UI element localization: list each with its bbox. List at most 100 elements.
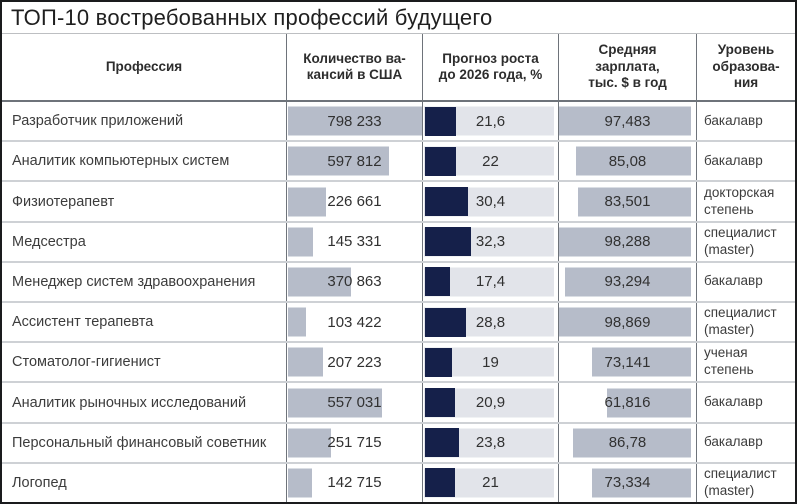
table-header-row: Профессия Количество ва- кансий в США Пр… bbox=[2, 34, 795, 102]
vacancies-value: 142 715 bbox=[327, 474, 382, 492]
table-row: Аналитик рыночных исследований 557 031 2… bbox=[2, 383, 795, 424]
salary-bar bbox=[559, 106, 691, 136]
growth-value: 19 bbox=[482, 353, 499, 371]
profession-label: Медсестра bbox=[12, 233, 86, 250]
education-label: бакалавр bbox=[704, 152, 763, 168]
vacancies-value: 207 223 bbox=[327, 353, 382, 371]
growth-value: 30,4 bbox=[475, 193, 506, 210]
salary-value: 83,501 bbox=[604, 193, 651, 210]
salary-bar bbox=[577, 187, 691, 216]
salary-value: 73,334 bbox=[604, 474, 651, 492]
table-row: Физиотерапевт 226 661 30,4 83,501 доктор… bbox=[2, 182, 795, 223]
salary-cell: 83,501 bbox=[559, 182, 697, 221]
salary-value: 61,816 bbox=[604, 394, 651, 412]
salary-bar bbox=[591, 468, 691, 498]
vacancies-bar bbox=[288, 468, 313, 498]
education-cell: специалист (master) bbox=[697, 303, 795, 341]
education-label: докторская степень bbox=[704, 184, 775, 217]
salary-cell: 98,288 bbox=[559, 222, 697, 261]
growth-cell: 21 bbox=[423, 463, 559, 503]
profession-cell: Разработчик приложений bbox=[2, 102, 287, 141]
education-cell: бакалавр bbox=[697, 102, 795, 140]
education-cell: докторская степень bbox=[697, 182, 795, 220]
growth-cell: 19 bbox=[423, 343, 559, 382]
growth-bar bbox=[425, 347, 453, 377]
salary-value: 97,483 bbox=[604, 112, 651, 130]
salary-bar bbox=[573, 428, 691, 458]
salary-bar bbox=[575, 146, 691, 176]
table-row: Персональный финансовый советник 251 715… bbox=[2, 423, 795, 464]
vacancies-value: 597 812 bbox=[327, 152, 382, 170]
header-vacancies: Количество ва- кансий в США bbox=[287, 34, 423, 100]
vacancies-cell: 145 331 bbox=[287, 222, 423, 261]
profession-cell: Аналитик рыночных исследований bbox=[2, 383, 287, 422]
profession-cell: Медсестра bbox=[2, 222, 287, 261]
growth-bar bbox=[425, 106, 456, 136]
vacancies-value: 103 422 bbox=[327, 313, 382, 331]
growth-bar bbox=[425, 428, 459, 458]
table-row: Стоматолог-гигиенист 207 223 19 73,141 у… bbox=[2, 343, 795, 384]
education-label: бакалавр bbox=[704, 273, 763, 289]
growth-bar bbox=[425, 227, 471, 257]
page-title: ТОП-10 востребованных профессий будущего bbox=[11, 4, 493, 30]
growth-track bbox=[424, 146, 554, 176]
profession-label: Разработчик приложений bbox=[12, 113, 184, 130]
vacancies-cell: 370 863 bbox=[287, 262, 423, 302]
profession-cell: Физиотерапевт bbox=[2, 182, 287, 221]
growth-cell: 30,4 bbox=[423, 182, 559, 221]
growth-value: 28,8 bbox=[475, 313, 506, 331]
education-cell: бакалавр bbox=[697, 263, 795, 301]
vacancies-value: 145 331 bbox=[327, 233, 382, 251]
growth-cell: 17,4 bbox=[423, 262, 559, 302]
profession-label: Аналитик компьютерных систем bbox=[12, 153, 230, 170]
vacancies-bar bbox=[288, 267, 351, 297]
salary-cell: 73,334 bbox=[559, 463, 697, 503]
vacancies-bar bbox=[288, 428, 331, 458]
education-cell: бакалавр bbox=[697, 142, 795, 180]
vacancies-value: 557 031 bbox=[327, 394, 382, 412]
vacancies-cell: 142 715 bbox=[287, 463, 423, 503]
growth-bar bbox=[425, 388, 455, 418]
vacancies-bar bbox=[288, 227, 313, 257]
salary-cell: 73,141 bbox=[559, 343, 697, 382]
profession-cell: Стоматолог-гигиенист bbox=[2, 343, 287, 382]
education-label: бакалавр bbox=[704, 112, 763, 128]
header-growth: Прогноз роста до 2026 года, % bbox=[423, 34, 559, 100]
education-cell: специалист (master) bbox=[697, 223, 795, 261]
profession-label: Ассистент терапевта bbox=[12, 314, 154, 331]
salary-bar bbox=[559, 227, 691, 257]
table-row: Менеджер систем здравоохранения 370 863 … bbox=[2, 262, 795, 304]
education-cell: специалист (master) bbox=[697, 464, 795, 502]
growth-track bbox=[424, 388, 554, 418]
salary-cell: 93,294 bbox=[559, 262, 697, 302]
salary-bar bbox=[607, 388, 691, 418]
education-label: специалист (master) bbox=[704, 305, 777, 338]
growth-value: 17,4 bbox=[475, 273, 506, 291]
growth-value: 21 bbox=[482, 474, 499, 492]
salary-cell: 86,78 bbox=[559, 423, 697, 462]
vacancies-cell: 798 233 bbox=[287, 102, 423, 141]
vacancies-cell: 226 661 bbox=[287, 182, 423, 221]
profession-label: Аналитик рыночных исследований bbox=[12, 394, 247, 411]
title-bar: ТОП-10 востребованных профессий будущего bbox=[2, 2, 795, 34]
growth-value: 23,8 bbox=[475, 434, 506, 452]
salary-value: 98,869 bbox=[604, 313, 651, 331]
vacancies-value: 226 661 bbox=[327, 193, 382, 210]
salary-value: 85,08 bbox=[608, 152, 647, 170]
growth-bar bbox=[425, 468, 455, 498]
salary-bar bbox=[591, 347, 691, 377]
growth-track bbox=[424, 187, 554, 216]
growth-bar bbox=[425, 267, 450, 297]
vacancies-value: 370 863 bbox=[327, 273, 382, 291]
salary-value: 93,294 bbox=[604, 273, 651, 291]
profession-cell: Аналитик компьютерных систем bbox=[2, 142, 287, 181]
header-salary: Средняя зарплата, тыс. $ в год bbox=[559, 34, 697, 100]
profession-cell: Персональный финансовый советник bbox=[2, 423, 287, 462]
salary-value: 98,288 bbox=[604, 233, 651, 251]
growth-value: 22 bbox=[482, 152, 499, 170]
growth-cell: 20,9 bbox=[423, 383, 559, 422]
education-label: специалист (master) bbox=[704, 466, 777, 498]
growth-track bbox=[424, 227, 554, 257]
growth-value: 20,9 bbox=[475, 394, 506, 412]
